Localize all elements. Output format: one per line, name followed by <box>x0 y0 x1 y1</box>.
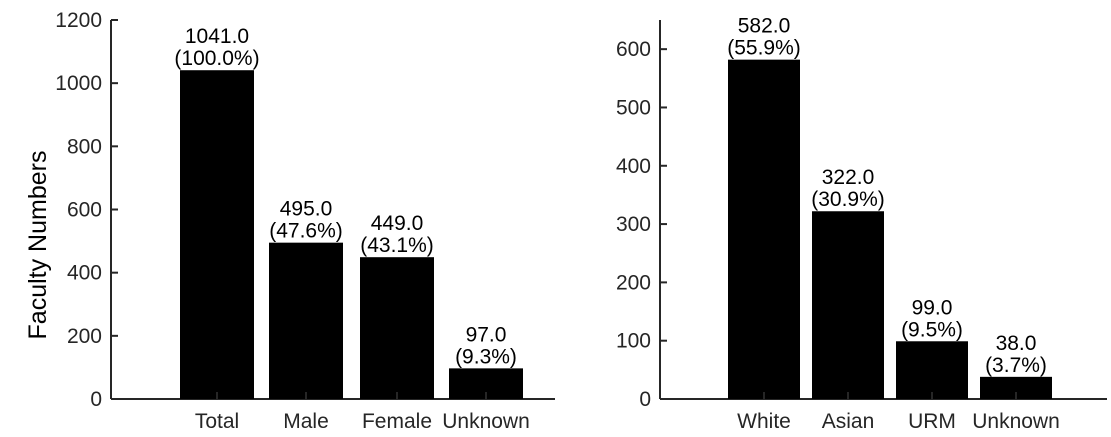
bar-value-label: 97.0 <box>466 323 507 346</box>
bar-percent-label: (43.1%) <box>360 234 434 257</box>
x-tick-label: Unknown <box>972 410 1060 432</box>
left-bar-chart: 0 200 400 600 800 1000 1200 1041.0(100.0%) Total… <box>55 9 555 433</box>
bar-percent-label: (9.5%) <box>901 318 963 341</box>
y-axis-label: Faculty Numbers <box>24 151 52 340</box>
right-bar-chart: 0 100 200 300 400 500 600 582.0(55.9%) White 322.… <box>616 15 1107 433</box>
x-tick-label: Female <box>362 410 432 432</box>
x-tick-label: Total <box>195 410 239 432</box>
bar-value-label: 582.0 <box>738 15 791 38</box>
y-tick-label: 200 <box>616 271 651 294</box>
bar-percent-label: (47.6%) <box>269 220 343 243</box>
bar-value-label: 38.0 <box>996 332 1037 355</box>
bar <box>980 376 1052 399</box>
x-tick-label: Male <box>283 410 329 432</box>
y-tick-label: 300 <box>616 213 651 236</box>
y-tick-label: 500 <box>616 96 651 119</box>
y-tick-label: 1000 <box>55 72 102 95</box>
bar-percent-label: (30.9%) <box>811 188 885 211</box>
bar <box>360 257 434 399</box>
x-tick-label: URM <box>908 410 956 432</box>
bar-value-label: 322.0 <box>822 166 875 189</box>
x-tick-label: White <box>737 410 791 432</box>
y-tick-label: 0 <box>90 388 102 411</box>
bar <box>180 70 254 399</box>
y-tick-label: 1200 <box>55 9 102 32</box>
bar-percent-label: (100.0%) <box>174 47 259 70</box>
y-tick-label: 600 <box>616 38 651 61</box>
y-tick-label: 400 <box>67 262 102 285</box>
bar-percent-label: (9.3%) <box>455 345 517 368</box>
y-tick-label: 800 <box>67 135 102 158</box>
y-tick-label: 0 <box>639 388 651 411</box>
y-tick-label: 200 <box>67 325 102 348</box>
y-tick-label: 400 <box>616 155 651 178</box>
y-tick-label: 600 <box>67 199 102 222</box>
bar-value-label: 495.0 <box>280 198 333 221</box>
bar-percent-label: (55.9%) <box>727 37 801 60</box>
bar-percent-label: (3.7%) <box>985 354 1047 377</box>
bar-value-label: 99.0 <box>912 296 953 319</box>
bar <box>269 242 343 399</box>
y-tick-label: 100 <box>616 330 651 353</box>
x-tick-label: Asian <box>822 410 875 432</box>
bar-value-label: 1041.0 <box>185 25 249 48</box>
bar <box>896 341 968 399</box>
bar <box>812 211 884 399</box>
x-tick-label: Unknown <box>442 410 530 432</box>
bar-value-label: 449.0 <box>371 212 424 235</box>
bar <box>728 59 800 399</box>
